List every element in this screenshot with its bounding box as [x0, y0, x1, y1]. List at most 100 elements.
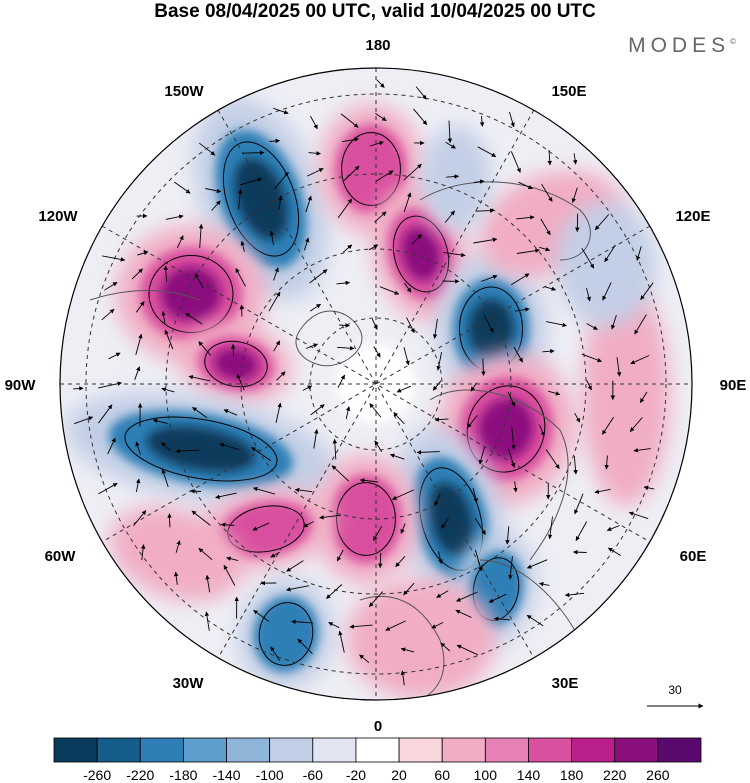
wind-vector-arrow-icon: [516, 248, 540, 254]
wind-vector-arrow-icon: [342, 244, 353, 253]
wind-vector-arrow-icon: [628, 511, 649, 520]
wind-vector-arrow-icon: [269, 138, 281, 144]
longitude-labels: 180 150W 150E 120W 120E 90W 90E 60W 60E …: [5, 37, 747, 735]
wind-vector-arrow-icon: [373, 525, 383, 541]
wind-vector-arrow-icon: [307, 168, 324, 177]
wind-vector-arrow-icon: [640, 282, 654, 301]
wind-vector-arrow-icon: [630, 355, 650, 365]
wind-vector-arrow-icon: [643, 485, 655, 491]
wind-vector-arrow-icon: [374, 211, 387, 223]
positive-anomaly-max: [401, 226, 441, 282]
wind-vector-arrow-icon: [268, 291, 281, 312]
wind-vector-arrow-icon: [573, 455, 578, 475]
wind-vector-arrow-icon: [572, 153, 578, 165]
wind-vector-arrow-icon: [481, 358, 486, 376]
colorbar-tick-label: 140: [517, 767, 541, 783]
wind-vector-arrow-icon: [594, 488, 611, 494]
wind-vector-arrow-icon: [604, 244, 616, 263]
wind-vector-arrow-icon: [337, 374, 345, 388]
wind-vector-arrow-icon: [205, 574, 211, 593]
wind-vector-arrow-icon: [571, 187, 578, 203]
wind-vector-arrow-icon: [163, 265, 169, 282]
wind-vector-arrow-icon: [411, 233, 423, 245]
wind-vector-arrow-icon: [204, 611, 210, 631]
positive-anomaly-max: [213, 347, 259, 381]
wind-vector-arrow-icon: [235, 268, 246, 287]
anomaly-field: [65, 97, 670, 699]
positive-anomaly-core: [330, 474, 402, 564]
wind-vector-arrow-icon: [406, 317, 415, 334]
wind-vector-arrow-icon: [341, 137, 359, 143]
positive-anomaly-max: [478, 398, 534, 460]
colorbar-tick-label: -60: [303, 767, 323, 783]
lon-label-120e: 120E: [675, 208, 710, 225]
wind-vector-arrow-icon: [176, 235, 184, 248]
reference-vector-value: 30: [668, 683, 682, 697]
wind-vector-arrow-icon: [226, 556, 239, 562]
map-border: [59, 67, 693, 701]
wind-vector-arrow-icon: [443, 251, 466, 258]
wind-vector-arrow-icon: [291, 619, 314, 625]
wind-vector-arrow-icon: [220, 522, 235, 528]
reference-vector: 30: [647, 683, 704, 709]
negative-anomaly-max: [428, 482, 474, 556]
wind-vector-arrow-icon: [431, 621, 444, 629]
brand-name: MODES: [628, 34, 731, 57]
wind-vector-arrow-icon: [134, 366, 141, 380]
negative-anomaly-region: [556, 201, 656, 327]
wind-vector-arrow-icon: [467, 415, 478, 429]
wind-vector-arrow-icon: [514, 307, 530, 312]
wind-vector-arrow-icon: [135, 301, 145, 313]
wind-vector-arrow-icon: [510, 151, 521, 173]
colorbar-swatch: [657, 737, 702, 763]
contour-line: [336, 482, 396, 556]
positive-anomaly-max: [161, 266, 221, 322]
wind-vector-arrow-icon: [455, 609, 472, 618]
map-disc: [60, 68, 692, 700]
contour-line: [392, 215, 450, 293]
colorbar-tick-label: -140: [213, 767, 241, 783]
colorbar-tick-label: 260: [646, 767, 670, 783]
wind-vector-arrow-icon: [385, 620, 406, 631]
wind-vector-arrow-icon: [539, 246, 551, 252]
wind-vector-arrow-icon: [574, 493, 584, 515]
wind-vector-arrow-icon: [639, 391, 648, 403]
wind-vector-arrow-icon: [336, 280, 351, 286]
wind-vector-arrow-icon: [479, 115, 485, 127]
wind-vector-arrow-icon: [152, 418, 168, 425]
wind-vector-arrow-icon: [440, 642, 451, 652]
contour-line: [204, 340, 268, 388]
wind-vector-arrow-icon: [586, 323, 598, 330]
wind-vector-arrow-icon: [395, 555, 406, 568]
wind-vector-arrow-icon: [223, 564, 236, 586]
wind-vector-arrow-icon: [441, 518, 449, 529]
wind-vector-arrow-icon: [581, 247, 595, 269]
wind-vector-arrow-icon: [436, 352, 443, 371]
colorbar-tick-label: -220: [126, 767, 154, 783]
lon-label-60e: 60E: [680, 548, 707, 565]
wind-vector-arrow-icon: [493, 616, 511, 622]
wind-vector-arrow-icon: [432, 318, 438, 339]
wind-vector-arrow-icon: [507, 392, 516, 407]
wind-vector-arrow-icon: [240, 240, 245, 252]
wind-vector-arrow-icon: [359, 654, 370, 664]
wind-vector-arrow-icon: [505, 526, 510, 545]
negative-anomaly-core: [253, 595, 319, 673]
wind-vector-arrow-icon: [629, 417, 643, 432]
wind-vector-arrow-icon: [540, 218, 551, 236]
wind-vector-arrow-icon: [508, 448, 516, 468]
wind-vector-arrow-icon: [309, 303, 321, 312]
colorbar-tick-label: 20: [391, 767, 407, 783]
wind-vector-arrow-icon: [230, 343, 236, 357]
colorbar-swatch: [614, 737, 659, 763]
wind-vector-arrow-icon: [270, 551, 280, 558]
lon-label-30w: 30W: [173, 675, 205, 692]
colorbar-swatch: [528, 737, 573, 763]
wind-vector-arrow-icon: [518, 181, 533, 190]
wind-vector-arrow-icon: [338, 630, 345, 653]
wind-vector-arrow-icon: [400, 523, 406, 534]
wind-vector-arrow-icon: [391, 489, 414, 500]
wind-vector-arrow-icon: [509, 111, 515, 128]
wind-vector-arrow-icon: [610, 314, 617, 330]
